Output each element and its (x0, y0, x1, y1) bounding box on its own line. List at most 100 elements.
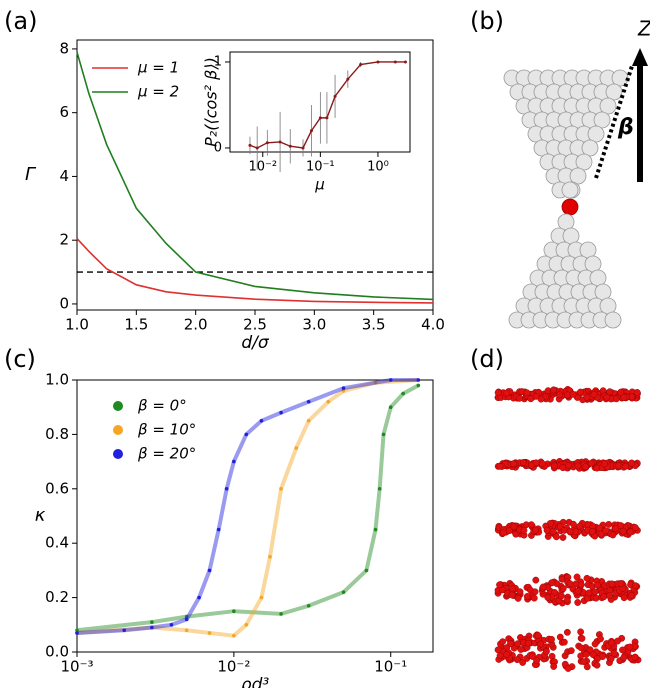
point (279, 612, 283, 616)
particle (563, 596, 571, 604)
particle (565, 461, 572, 469)
sphere (589, 269, 607, 287)
particle (605, 592, 613, 600)
particle (594, 581, 601, 589)
particle (577, 388, 584, 396)
particle (510, 523, 518, 531)
particle (609, 531, 617, 539)
point (416, 378, 421, 382)
particle (551, 462, 559, 470)
sphere (605, 83, 623, 101)
point (279, 487, 283, 491)
particle (560, 638, 568, 646)
y-axis-label: κ (35, 505, 46, 526)
x-axis-label: d/σ (241, 333, 270, 353)
x-axis-label: μ (314, 176, 325, 194)
axes-frame (76, 379, 434, 653)
legend-label: β = 20° (137, 445, 196, 463)
particle (608, 580, 616, 588)
particle (499, 638, 507, 646)
particle (620, 594, 628, 602)
particle (523, 593, 531, 600)
particle (573, 573, 581, 581)
particle (494, 389, 502, 397)
particle (519, 459, 527, 466)
point (232, 609, 236, 613)
point (184, 617, 189, 622)
particle (544, 594, 552, 601)
particle (532, 459, 540, 467)
particle (513, 656, 521, 664)
y-tick-label: 8 (59, 39, 69, 57)
y-tick-label: 0.0 (45, 643, 69, 661)
point (259, 595, 264, 600)
particle (505, 527, 513, 534)
sphere (593, 111, 611, 129)
point (169, 623, 174, 627)
particle (628, 459, 635, 467)
particle (560, 526, 568, 534)
x-tick-label: 10⁻³ (60, 658, 93, 676)
particle (529, 653, 536, 660)
particle (550, 663, 558, 670)
particle (530, 594, 538, 602)
point (207, 568, 212, 573)
x-tick-label: 10⁻² (248, 160, 277, 175)
particle (508, 591, 516, 599)
x-tick-label: 10⁻² (217, 658, 250, 676)
particle (628, 592, 635, 599)
y-tick-label: 0.2 (45, 588, 69, 606)
legend-swatch (113, 425, 123, 435)
particle (496, 462, 504, 470)
point (306, 399, 311, 404)
particle (607, 655, 615, 663)
point (373, 527, 378, 532)
point (207, 631, 212, 635)
particle (608, 639, 615, 647)
particle (597, 635, 604, 643)
sphere (579, 241, 597, 259)
particle (537, 395, 545, 403)
sphere (599, 97, 617, 115)
point (416, 383, 421, 388)
x-tick-label: 1.5 (124, 316, 148, 334)
point (364, 568, 369, 573)
y-tick-label: 0.8 (45, 425, 69, 443)
particle (589, 651, 597, 659)
particle (494, 646, 502, 654)
point (216, 527, 221, 532)
particle (591, 588, 599, 596)
particle (587, 459, 595, 467)
particle (633, 389, 641, 396)
line-series (76, 238, 434, 304)
x-tick-label: 10⁻¹ (374, 658, 407, 676)
particle (619, 646, 626, 654)
particle (631, 524, 639, 531)
y-tick-label: 0 (214, 140, 222, 155)
particle (499, 529, 507, 537)
point (232, 633, 236, 638)
sphere (561, 181, 579, 199)
sphere (584, 255, 602, 273)
y-tick-label: 4 (59, 167, 69, 185)
point (268, 555, 272, 559)
legend-swatch (113, 449, 123, 459)
particle (577, 581, 585, 589)
particle (550, 386, 558, 394)
point (341, 590, 346, 594)
x-tick-label: 2.0 (184, 316, 208, 334)
particle (603, 393, 611, 401)
particle (539, 583, 547, 591)
sphere (599, 297, 617, 315)
particle (606, 388, 614, 396)
particle (612, 525, 620, 532)
x-tick-label: 1.0 (65, 316, 89, 334)
legend-label: μ = 2 (137, 83, 179, 101)
point (388, 405, 393, 410)
legend-label: β = 0° (137, 397, 187, 415)
point (341, 389, 346, 393)
point (184, 614, 189, 619)
particle (586, 646, 594, 654)
particle (605, 521, 613, 528)
particle (543, 526, 551, 534)
